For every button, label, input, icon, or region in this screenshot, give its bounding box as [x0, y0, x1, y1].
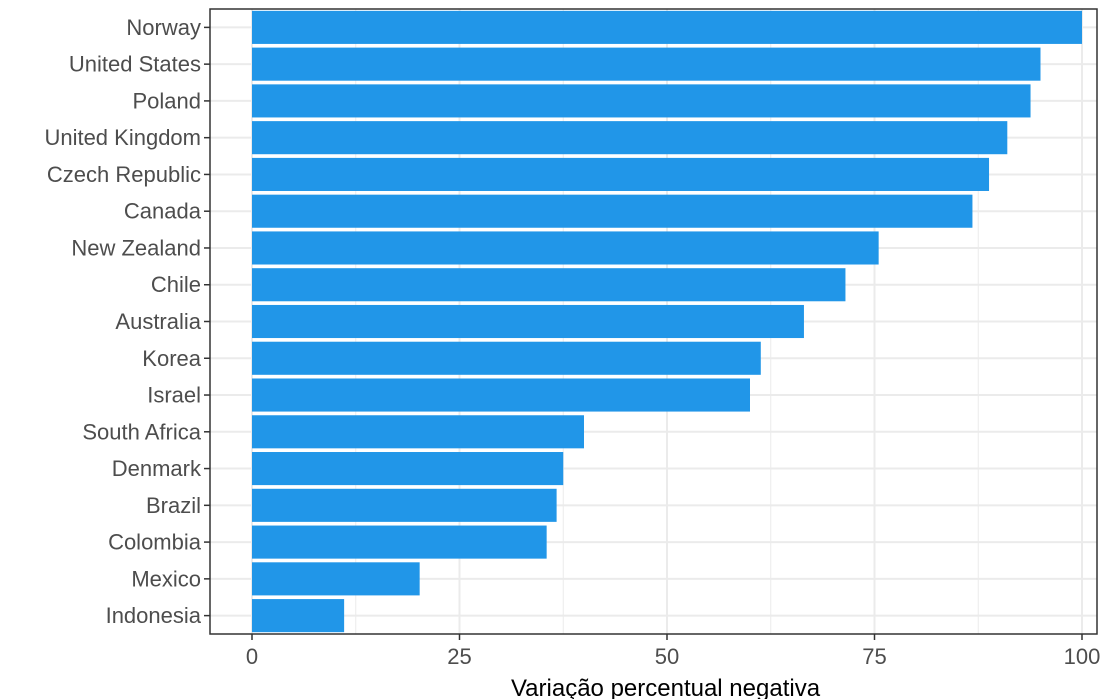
bar-poland [252, 84, 1031, 118]
y-tick-label: Chile [151, 272, 201, 297]
y-tick-label: Mexico [131, 566, 201, 591]
x-tick-label: 50 [655, 644, 679, 669]
x-tick-label: 75 [862, 644, 886, 669]
bar-united-kingdom [252, 121, 1008, 155]
y-tick-label: Canada [124, 199, 202, 224]
y-tick-label: Indonesia [106, 603, 202, 628]
y-tick-label: New Zealand [71, 235, 201, 260]
y-tick-label: Colombia [108, 530, 202, 555]
bar-new-zealand [252, 231, 879, 265]
y-tick-label: Australia [115, 309, 201, 334]
x-axis-title: Variação percentual negativa [511, 675, 821, 699]
bar-norway [252, 10, 1082, 44]
x-tick-label: 100 [1064, 644, 1101, 669]
bar-brazil [252, 488, 557, 522]
y-tick-label: Poland [132, 88, 201, 113]
bar-czech-republic [252, 157, 990, 191]
y-tick-label: United Kingdom [44, 125, 201, 150]
y-tick-label: Korea [142, 346, 201, 371]
y-tick-label: South Africa [82, 419, 201, 444]
bar-colombia [252, 525, 547, 559]
bar-chile [252, 268, 846, 302]
bar-australia [252, 304, 804, 339]
y-tick-label: United States [69, 52, 201, 77]
x-tick-label: 25 [447, 644, 471, 669]
x-tick-label: 0 [246, 644, 258, 669]
y-tick-label: Denmark [112, 456, 202, 481]
bars [252, 10, 1082, 633]
bar-mexico [252, 562, 420, 596]
bar-denmark [252, 452, 564, 486]
y-tick-label: Norway [126, 15, 201, 40]
bar-indonesia [252, 599, 345, 633]
bar-korea [252, 341, 761, 375]
bar-canada [252, 194, 973, 228]
y-tick-label: Czech Republic [47, 162, 201, 187]
y-tick-label: Brazil [146, 493, 201, 518]
x-axis: 0 25 50 75 100 [246, 634, 1100, 669]
bar-israel [252, 378, 750, 412]
bar-south-africa [252, 415, 584, 449]
bar-united-states [252, 47, 1041, 81]
y-axis: Norway United States Poland United Kingdom C… [44, 15, 210, 628]
y-tick-label: Israel [147, 383, 201, 408]
